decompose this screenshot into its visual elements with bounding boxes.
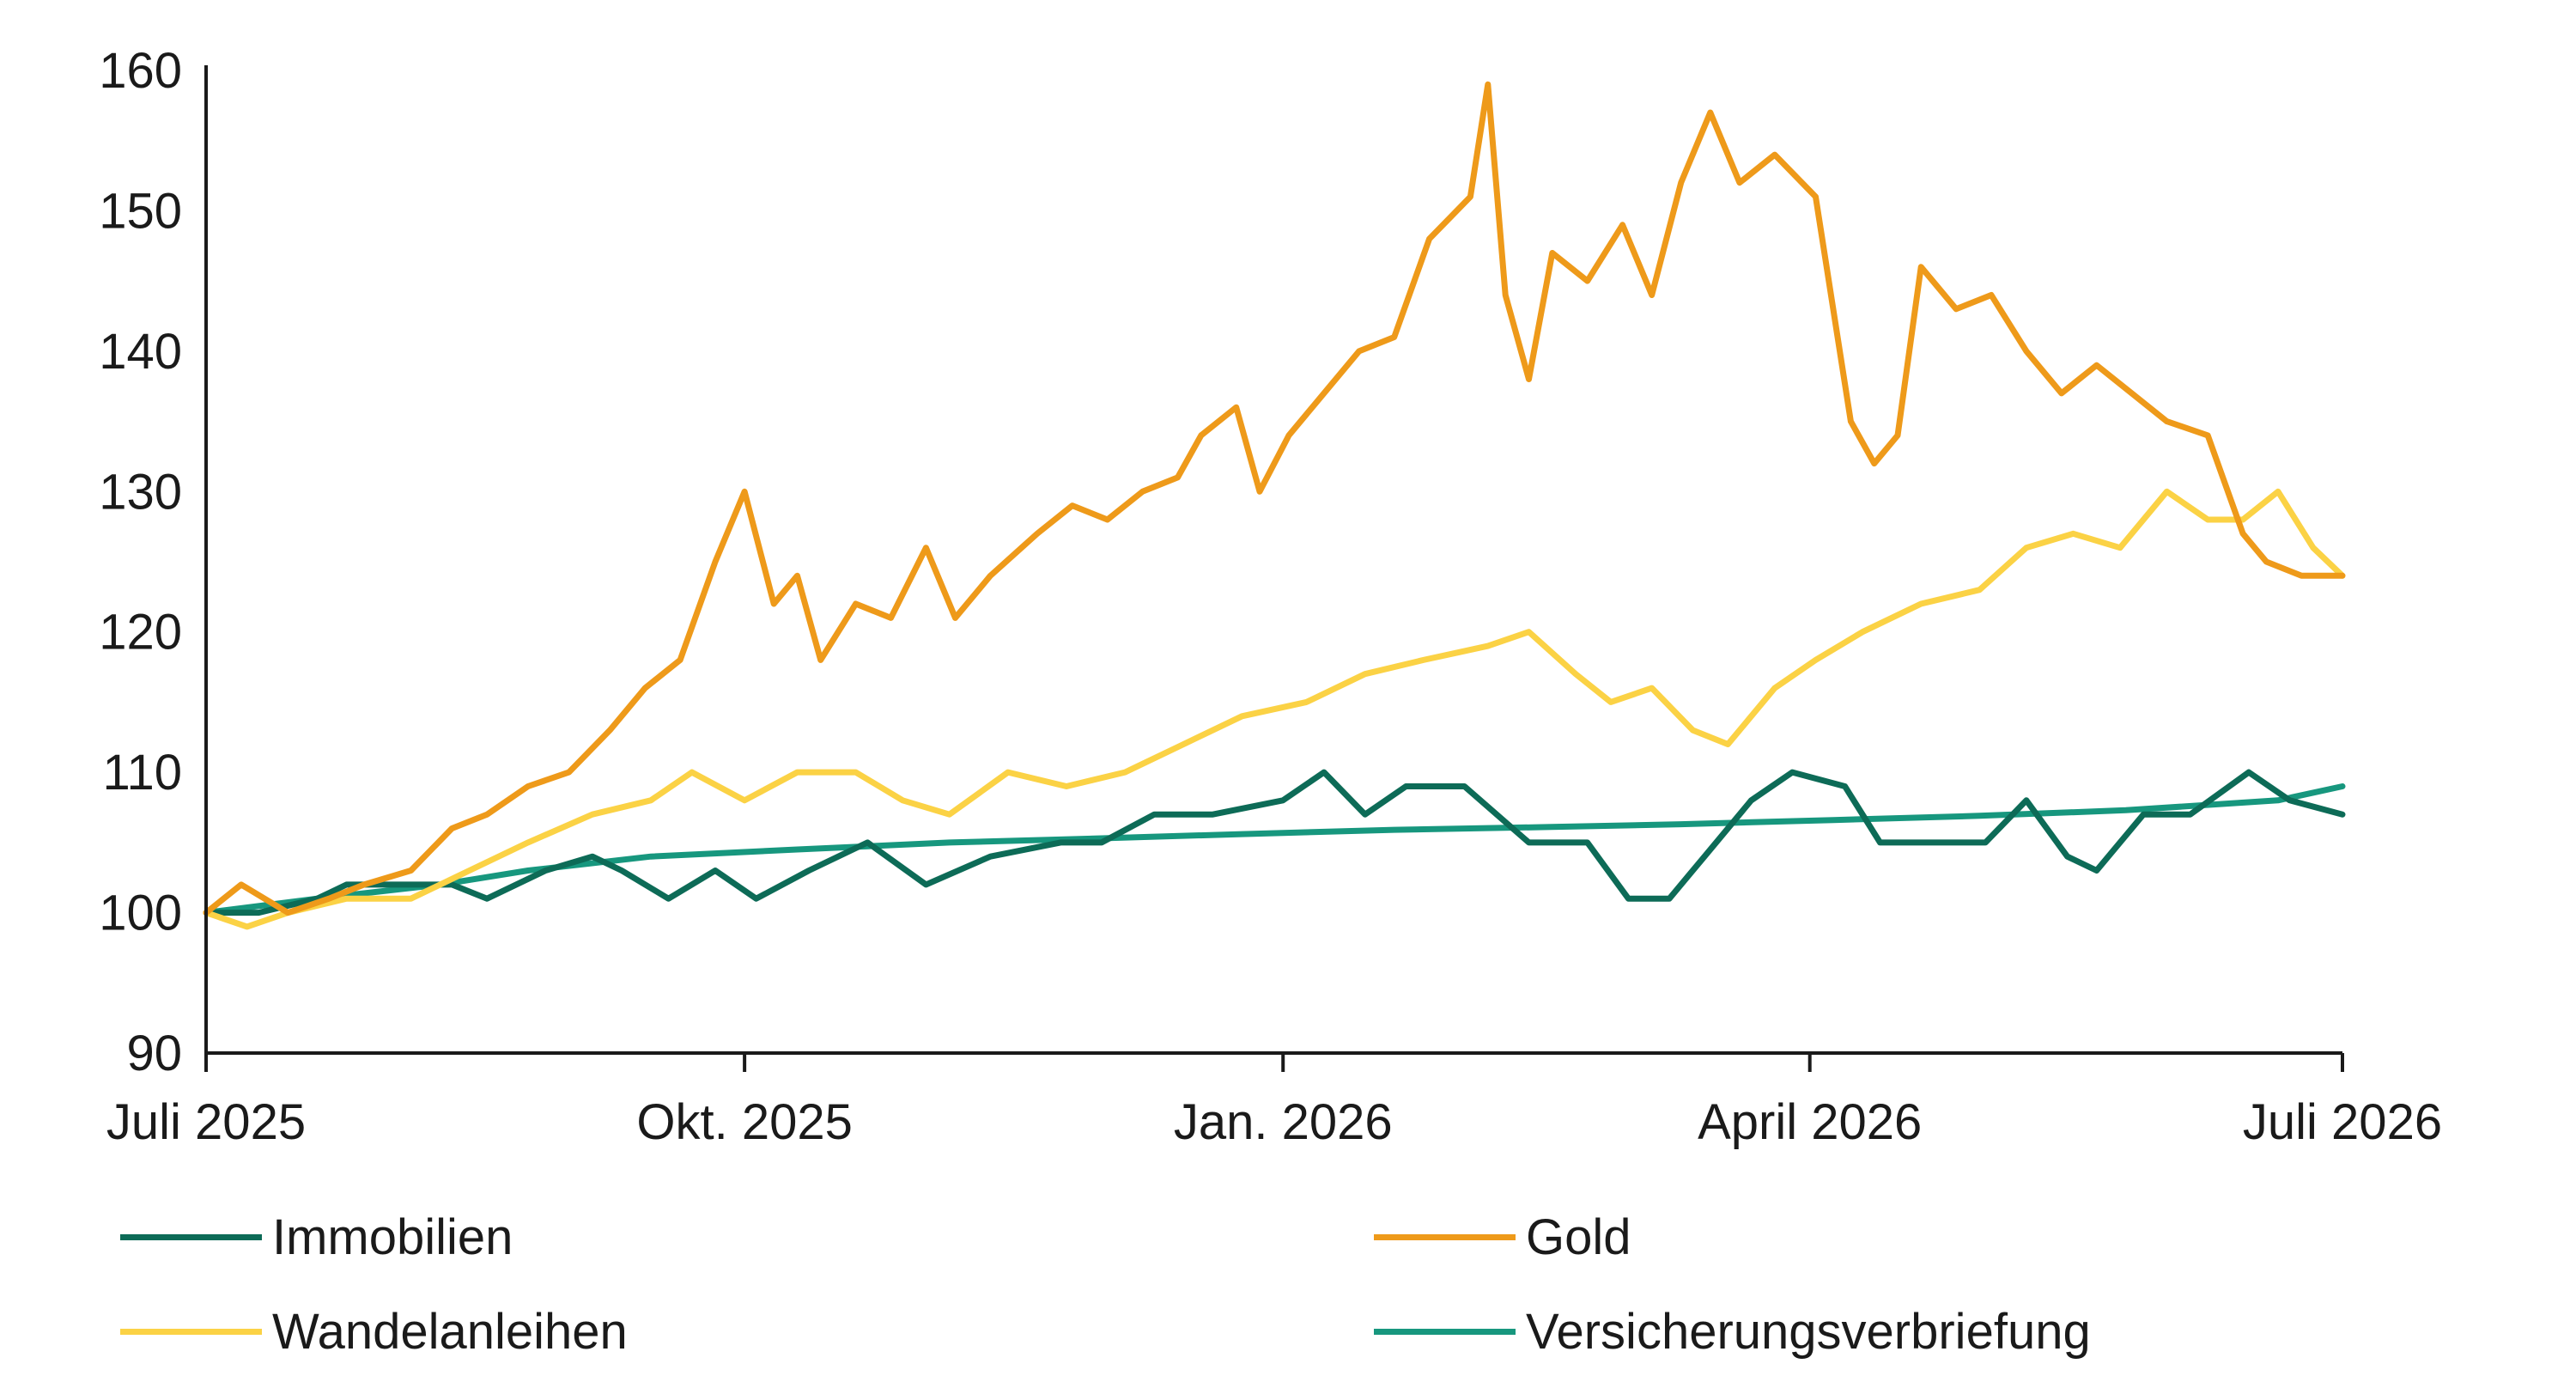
y-tick-label: 150 xyxy=(99,183,182,239)
x-tick-label: Okt. 2025 xyxy=(636,1094,852,1150)
y-tick-label: 130 xyxy=(99,464,182,520)
x-tick-label: Jan. 2026 xyxy=(1174,1094,1393,1150)
y-tick-label: 100 xyxy=(99,886,182,941)
series-line-versicherungsverbriefung xyxy=(203,783,2346,916)
x-axis-tick-labels: Juli 2025 Okt. 2025 Jan. 2026 April 2026 Jul… xyxy=(106,1053,2442,1150)
y-tick-label: 140 xyxy=(99,324,182,380)
x-tick-label: Juli 2026 xyxy=(2243,1094,2442,1150)
y-tick-label: 90 xyxy=(126,1026,182,1081)
y-tick-label: 120 xyxy=(99,605,182,661)
series-line-gold xyxy=(203,81,2346,916)
x-tick-label: Juli 2025 xyxy=(106,1094,306,1150)
y-tick-label: 160 xyxy=(99,43,182,99)
series-line-immobilien xyxy=(203,769,2346,916)
y-tick-label: 110 xyxy=(103,745,182,801)
series-lines xyxy=(203,81,2346,930)
series-line-wandelanleihen xyxy=(203,488,2346,930)
x-tick-label: April 2026 xyxy=(1698,1094,1922,1150)
y-axis-tick-labels: 90 100 110 120 130 140 150 160 xyxy=(99,43,182,1081)
